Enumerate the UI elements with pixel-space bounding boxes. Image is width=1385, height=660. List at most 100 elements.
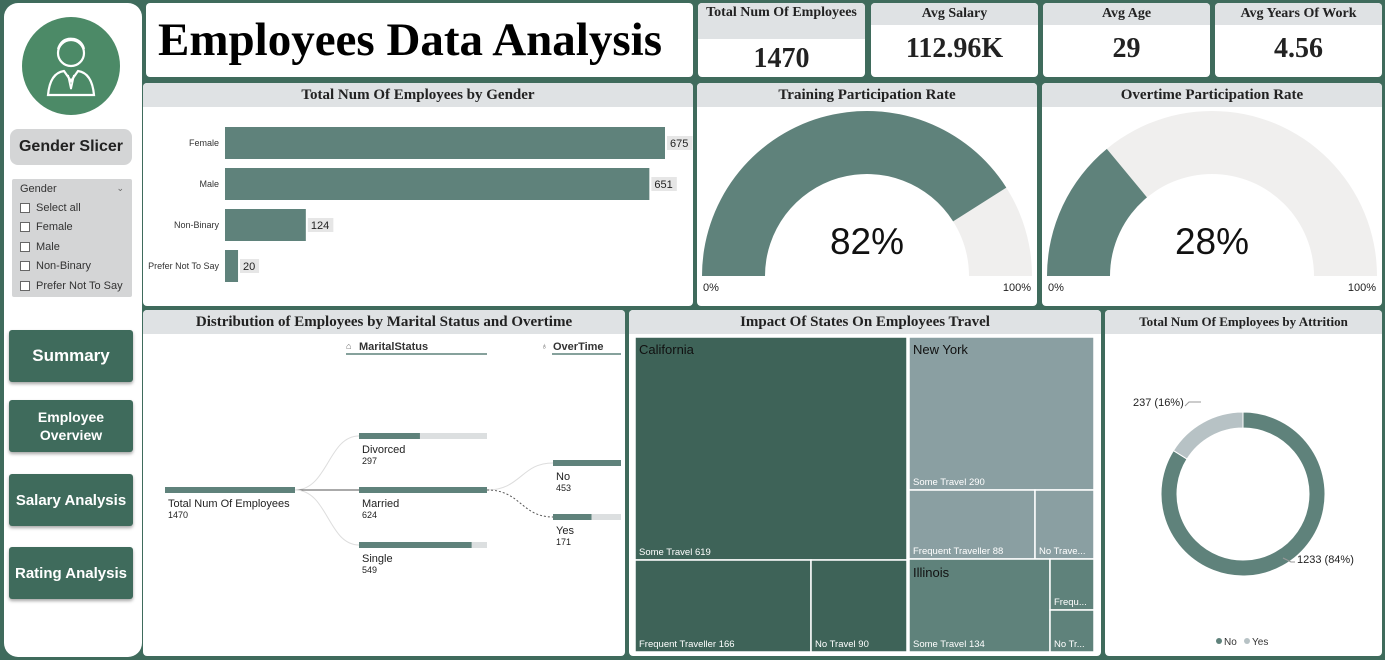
checkbox-icon[interactable] [20, 202, 30, 213]
slicer-option-non-binary[interactable]: Non-Binary [20, 257, 132, 277]
label-leader [1282, 557, 1295, 563]
title-card: Employees Data Analysis [146, 3, 693, 77]
bar[interactable] [225, 209, 306, 241]
treemap-cell-label: Some Travel 134 [913, 639, 985, 650]
data-label-bg [307, 218, 334, 232]
bar[interactable] [225, 250, 239, 282]
treemap-cell-label: Frequent Traveller 166 [639, 639, 735, 650]
gauge-fill[interactable] [702, 111, 1007, 276]
slicer-header: Gender [20, 183, 57, 195]
kpi-avg-salary: Avg Salary 112.96K [871, 3, 1038, 77]
donut-slice[interactable] [1160, 411, 1326, 577]
tree-bar[interactable] [359, 487, 487, 493]
treemap-cell[interactable] [908, 558, 1051, 653]
bar-data-label: 20 [243, 261, 255, 273]
tree-bar[interactable] [359, 433, 420, 439]
bar-data-label: 675 [670, 138, 688, 150]
overtime-gauge: Overtime Participation Rate 28% 0% 100% [1042, 83, 1382, 306]
bar-category-label: Non-Binary [174, 220, 220, 230]
kpi-value: 29 [1112, 33, 1141, 64]
option-label: Non-Binary [36, 260, 92, 273]
gauge-svg: 28% 0% 100% [1047, 111, 1377, 294]
tree-connector [294, 435, 360, 491]
treemap-cell-label: No Tr... [1054, 639, 1085, 650]
treemap-cell[interactable] [810, 559, 908, 653]
bar-category-label: Male [199, 179, 219, 189]
slicer-option-select-all[interactable]: Select all [20, 198, 132, 218]
treemap-cell-label: Frequent Traveller 88 [913, 546, 1003, 557]
treemap-cell[interactable] [908, 336, 1095, 491]
gauge-svg: 82% 0% 100% [702, 111, 1032, 294]
tree-bar-track [359, 433, 487, 439]
treemap-cell[interactable] [1049, 609, 1095, 653]
legend-label[interactable]: No [1224, 637, 1237, 648]
chart-title: Total Num Of Employees by Attrition [1105, 310, 1382, 334]
kpi-label: Avg Salary [871, 3, 1038, 25]
treemap-cell[interactable] [634, 559, 812, 653]
treemap-cell[interactable] [1034, 489, 1095, 560]
tree-node-value: 624 [362, 510, 377, 520]
treemap-cell-label: Frequ... [1054, 597, 1087, 608]
nav-summary-button[interactable]: Summary [9, 330, 133, 382]
tree-bar[interactable] [553, 514, 592, 520]
slicer-option-female[interactable]: Female [20, 218, 132, 238]
treemap-group-label: New York [913, 342, 968, 357]
bar[interactable] [225, 127, 665, 159]
treemap-cell[interactable] [1049, 558, 1095, 611]
gauge-max-label: 100% [1348, 282, 1376, 294]
gender-slicer: Gender ⌄ Select all Female Male Non-Binar… [12, 179, 132, 297]
lightbulb-icon: ♁ [541, 341, 548, 351]
treemap-group-label: Illinois [913, 565, 950, 580]
kpi-value: 1470 [753, 43, 810, 74]
chart-title: Total Num Of Employees by Gender [143, 83, 693, 107]
gauge-min-label: 0% [703, 282, 719, 294]
slicer-option-male[interactable]: Male [20, 237, 132, 257]
donut-data-label: 237 (16%) [1133, 397, 1184, 409]
tree-root-bar[interactable] [165, 487, 295, 493]
tree-node-label: Married [362, 498, 399, 510]
tree-bar[interactable] [359, 542, 472, 548]
tree-node-value: 453 [556, 483, 571, 493]
donut-slice[interactable] [1172, 411, 1244, 460]
treemap-cell-label: No Trave... [1039, 546, 1085, 557]
checkbox-icon[interactable] [20, 222, 30, 233]
legend-label[interactable]: Yes [1252, 637, 1268, 648]
tree-level-header[interactable]: OverTime [553, 341, 604, 353]
treemap-cell[interactable] [634, 336, 908, 561]
tree-connector [486, 489, 554, 518]
chevron-down-icon[interactable]: ⌄ [116, 183, 124, 193]
legend-marker [1244, 638, 1250, 644]
training-gauge: Training Participation Rate 82% 0% 100% [697, 83, 1037, 306]
marital-overtime-tree: Distribution of Employees by Marital Sta… [143, 310, 625, 656]
slicer-option-prefer-not-to-say[interactable]: Prefer Not To Say [20, 276, 132, 296]
tree-svg: ⌂ MaritalStatus ♁ OverTime Total Num Of Empl… [165, 341, 621, 575]
checkbox-icon[interactable] [20, 241, 30, 252]
nav-employee-overview-button[interactable]: Employee Overview [9, 400, 133, 452]
tree-connector [294, 489, 360, 546]
kpi-label: Total Num Of Employees [698, 3, 865, 39]
bar-category-label: Prefer Not To Say [148, 261, 219, 271]
user-avatar-icon [22, 17, 120, 115]
checkbox-icon[interactable] [20, 280, 30, 291]
nav-rating-analysis-button[interactable]: Rating Analysis [9, 547, 133, 599]
kpi-label: Avg Age [1043, 3, 1210, 25]
data-label-bg [667, 136, 693, 150]
kpi-avg-age: Avg Age 29 [1043, 3, 1210, 77]
gender-slicer-title: Gender Slicer [10, 129, 132, 165]
kpi-value: 112.96K [905, 33, 1004, 64]
tree-level-header[interactable]: MaritalStatus [359, 341, 428, 353]
bar-category-label: Female [189, 138, 219, 148]
bar[interactable] [225, 168, 650, 200]
gauge-fill[interactable] [1047, 148, 1147, 276]
gauge-value: 28% [1175, 221, 1249, 262]
nav-salary-analysis-button[interactable]: Salary Analysis [9, 474, 133, 526]
checkbox-icon[interactable] [20, 261, 30, 272]
gauge-value: 82% [830, 221, 904, 262]
tree-bar[interactable] [553, 460, 621, 466]
kpi-label: Avg Years Of Work [1215, 3, 1382, 25]
bar-data-label: 124 [311, 220, 329, 232]
chart-title: Impact Of States On Employees Travel [629, 310, 1101, 334]
chart-title: Overtime Participation Rate [1042, 83, 1382, 107]
option-label: Select all [36, 201, 81, 214]
gender-bar-chart: Total Num Of Employees by Gender Female 6… [143, 83, 693, 306]
